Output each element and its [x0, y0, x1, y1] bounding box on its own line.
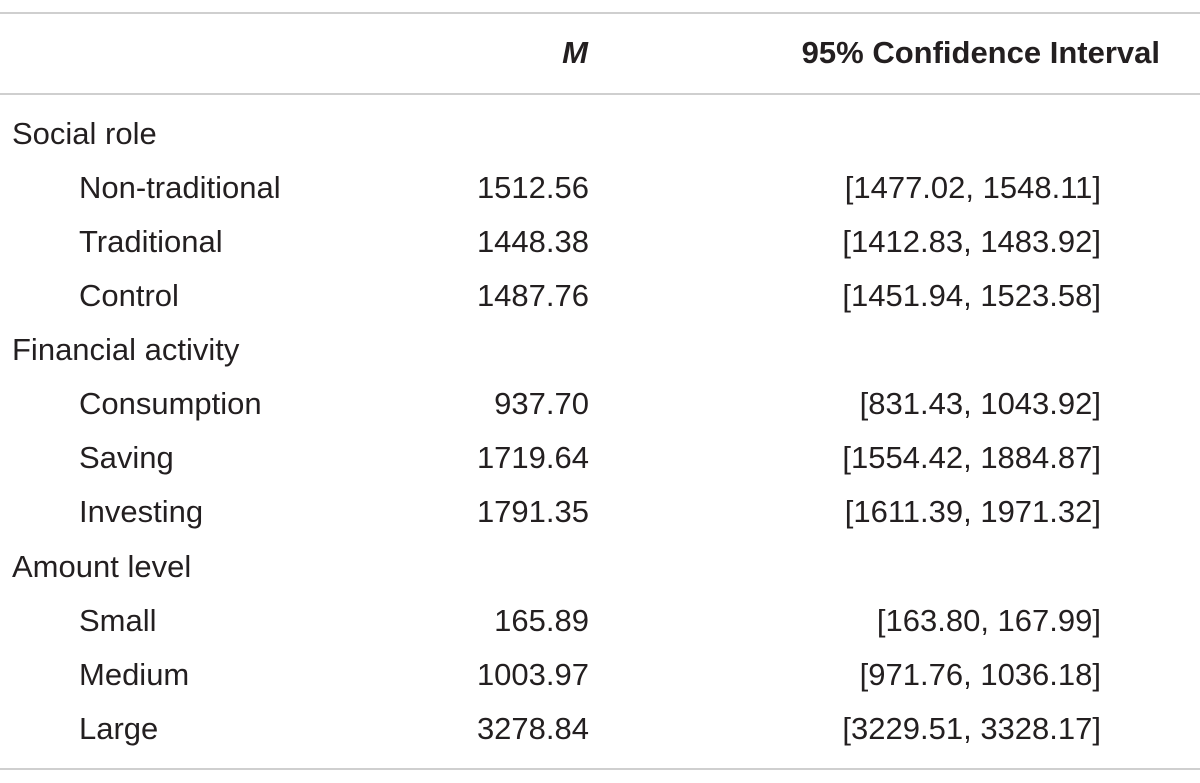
row-label: Saving — [79, 440, 174, 475]
row-ci: [831.43, 1043.92] — [859, 386, 1101, 421]
group-row-amount-level: Amount level — [0, 540, 1200, 594]
row-ci: [1412.83, 1483.92] — [842, 224, 1101, 259]
group-row-financial-activity: Financial activity — [0, 323, 1200, 377]
table-top-rule — [0, 12, 1200, 14]
table-row: Small 165.89 [163.80, 167.99] — [0, 594, 1200, 648]
row-label: Traditional — [79, 224, 223, 259]
table-row: Traditional 1448.38 [1412.83, 1483.92] — [0, 215, 1200, 269]
row-ci: [1477.02, 1548.11] — [844, 170, 1101, 205]
row-mean: 1487.76 — [476, 278, 589, 313]
group-label: Amount level — [12, 549, 192, 584]
row-ci: [1451.94, 1523.58] — [842, 278, 1101, 313]
row-label: Control — [79, 278, 179, 313]
row-label: Consumption — [79, 386, 262, 421]
row-ci: [163.80, 167.99] — [876, 603, 1101, 638]
row-mean: 1448.38 — [476, 224, 589, 259]
row-mean: 165.89 — [494, 603, 589, 638]
table-row: Investing 1791.35 [1611.39, 1971.32] — [0, 485, 1200, 539]
table-row: Medium 1003.97 [971.76, 1036.18] — [0, 648, 1200, 702]
table-bottom-rule — [0, 768, 1200, 770]
row-ci: [1611.39, 1971.32] — [844, 494, 1101, 529]
group-label: Financial activity — [12, 332, 240, 367]
table-row: Control 1487.76 [1451.94, 1523.58] — [0, 269, 1200, 323]
table-row: Saving 1719.64 [1554.42, 1884.87] — [0, 431, 1200, 485]
table-row: Large 3278.84 [3229.51, 3328.17] — [0, 702, 1200, 756]
row-mean: 1791.35 — [476, 494, 589, 529]
group-row-social-role: Social role — [0, 107, 1200, 161]
row-label: Investing — [79, 494, 204, 529]
row-label: Small — [79, 603, 157, 638]
row-label: Large — [79, 711, 159, 746]
row-mean: 1003.97 — [476, 657, 589, 692]
row-label: Medium — [79, 657, 190, 692]
table-row: Non-traditional 1512.56 [1477.02, 1548.1… — [0, 161, 1200, 215]
table-row: Consumption 937.70 [831.43, 1043.92] — [0, 377, 1200, 431]
row-mean: 1719.64 — [476, 440, 589, 475]
row-mean: 1512.56 — [476, 170, 589, 205]
row-mean: 3278.84 — [476, 711, 589, 746]
column-header-confidence-interval: 95% Confidence Interval — [801, 35, 1160, 70]
row-mean: 937.70 — [494, 386, 589, 421]
row-ci: [1554.42, 1884.87] — [842, 440, 1101, 475]
header-rule — [0, 93, 1200, 95]
row-ci: [3229.51, 3328.17] — [842, 711, 1101, 746]
row-label: Non-traditional — [79, 170, 281, 205]
row-ci: [971.76, 1036.18] — [859, 657, 1101, 692]
column-header-mean: M — [562, 35, 588, 70]
group-label: Social role — [12, 116, 157, 151]
